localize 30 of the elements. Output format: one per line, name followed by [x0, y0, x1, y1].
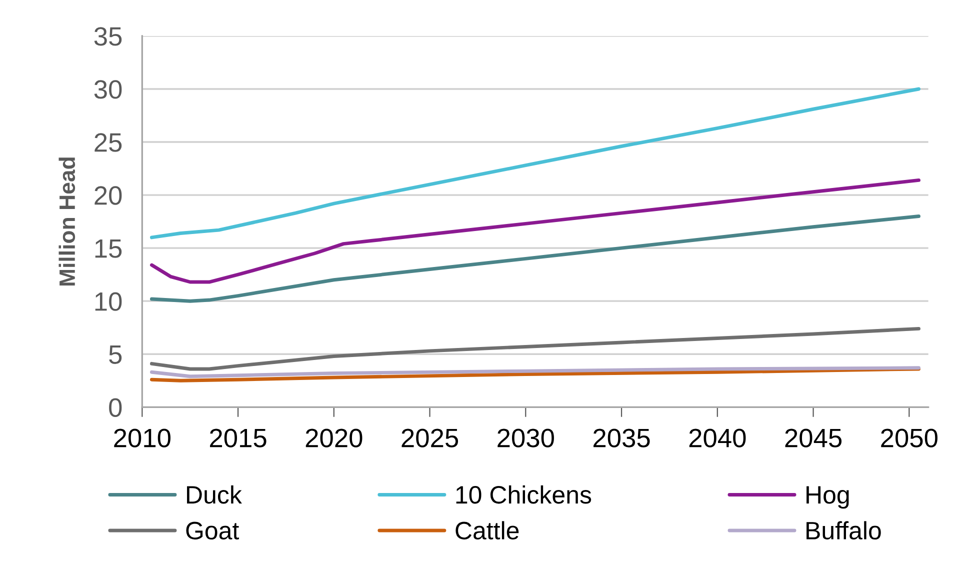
legend-label: Cattle	[456, 521, 519, 540]
x-tick-label: 2010	[114, 428, 170, 448]
legend-label: Duck	[187, 485, 242, 504]
x-tick-label: 2025	[402, 428, 458, 448]
y-tick-label: 30	[94, 80, 122, 99]
line-series	[150, 367, 920, 382]
y-tick-label: 5	[109, 346, 122, 364]
line-series	[150, 178, 920, 284]
y-tick-label: 15	[95, 239, 122, 258]
y-tick-label: 20	[94, 186, 122, 205]
y-axis-title: Million Head	[58, 158, 76, 286]
x-tick-label: 2045	[785, 428, 842, 448]
x-tick-label: 2035	[594, 428, 650, 448]
line-series	[150, 87, 920, 240]
x-tick-label: 2020	[306, 428, 362, 448]
y-tick-label: 0	[109, 398, 122, 417]
y-tick-label: 25	[94, 133, 122, 152]
legend-label: 10 Chickens	[456, 485, 592, 504]
x-tick-label: 2040	[689, 428, 746, 448]
y-tick-label: 10	[95, 292, 122, 311]
x-tick-label: 2030	[498, 428, 554, 448]
line-series	[150, 214, 920, 303]
legend-label: Hog	[806, 486, 849, 509]
x-tick-label: 2050	[881, 428, 938, 448]
legend-label: Buffalo	[806, 521, 881, 540]
line-series	[150, 366, 920, 378]
legend-label: Goat	[186, 522, 239, 540]
x-tick-label: 2015	[210, 428, 266, 448]
line-series	[150, 326, 920, 371]
y-tick-label: 35	[94, 27, 122, 46]
